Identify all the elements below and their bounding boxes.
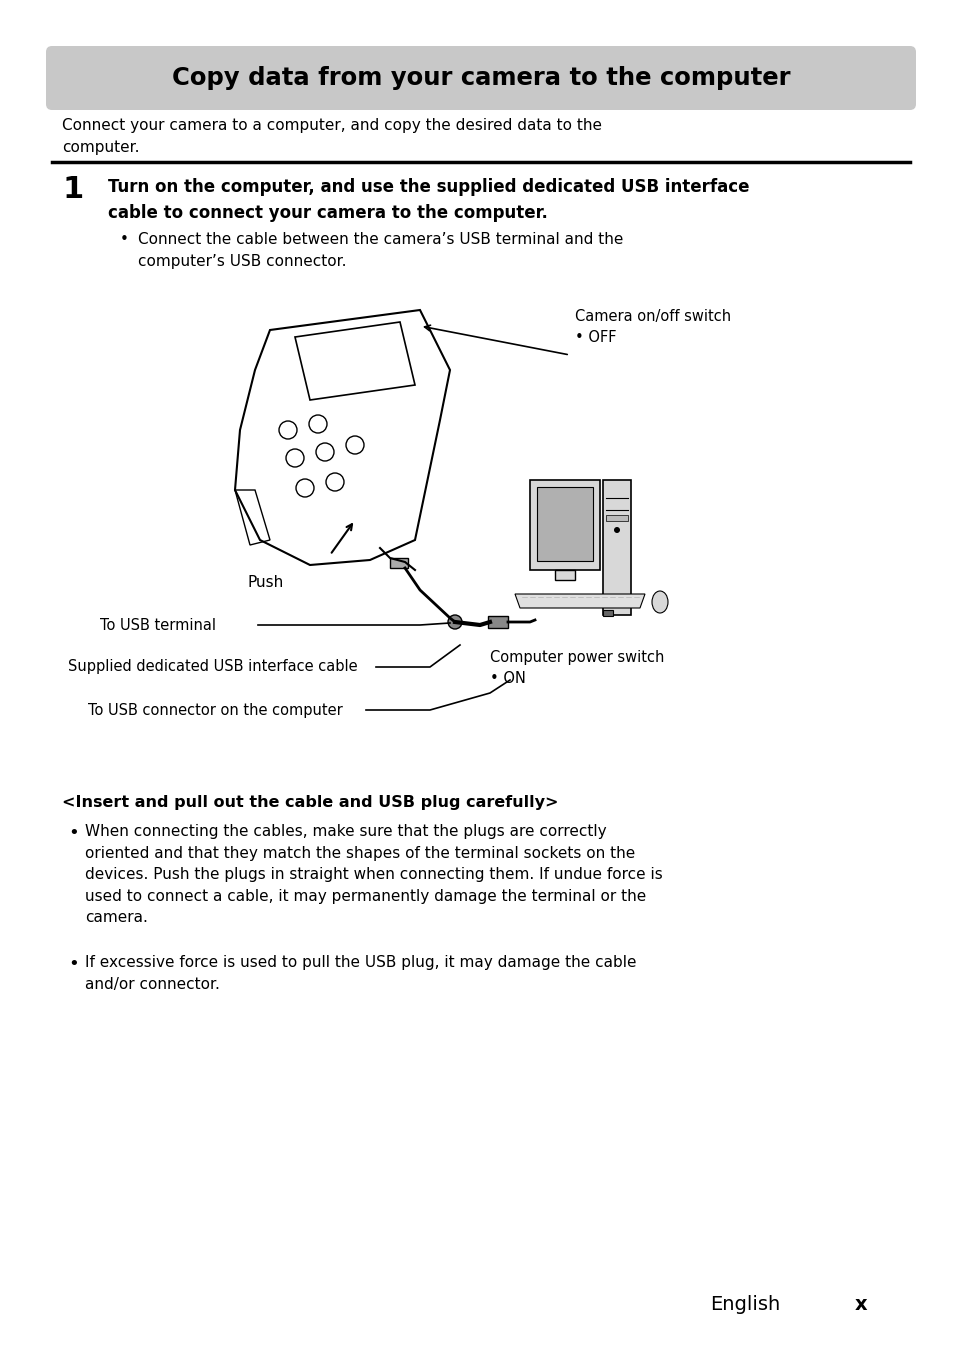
Bar (602, 611, 613, 616)
Text: •: • (68, 955, 79, 972)
Text: Turn on the computer, and use the supplied dedicated USB interface
cable to conn: Turn on the computer, and use the suppli… (108, 178, 749, 222)
Text: To USB connector on the computer: To USB connector on the computer (88, 702, 342, 717)
Circle shape (614, 527, 619, 533)
Text: <Insert and pull out the cable and USB plug carefully>: <Insert and pull out the cable and USB p… (62, 795, 558, 810)
Text: •: • (68, 824, 79, 842)
Text: 1: 1 (62, 175, 83, 204)
Text: Supplied dedicated USB interface cable: Supplied dedicated USB interface cable (68, 659, 357, 674)
Text: To USB terminal: To USB terminal (100, 617, 215, 632)
Text: If excessive force is used to pull the USB plug, it may damage the cable
and/or : If excessive force is used to pull the U… (85, 955, 636, 991)
Bar (530, 480, 599, 570)
Bar (537, 487, 593, 561)
Text: Connect your camera to a computer, and copy the desired data to the
computer.: Connect your camera to a computer, and c… (62, 118, 601, 155)
Polygon shape (515, 594, 644, 608)
Text: Computer power switch
• ON: Computer power switch • ON (490, 650, 663, 686)
Text: •: • (120, 231, 129, 247)
Text: Camera on/off switch
• OFF: Camera on/off switch • OFF (575, 309, 730, 346)
Text: Connect the cable between the camera’s USB terminal and the
computer’s USB conne: Connect the cable between the camera’s U… (138, 231, 622, 269)
Text: English: English (709, 1295, 780, 1314)
Bar (390, 558, 408, 568)
Circle shape (448, 615, 461, 629)
Bar (602, 480, 630, 615)
Text: Push: Push (248, 576, 284, 590)
Text: When connecting the cables, make sure that the plugs are correctly
oriented and : When connecting the cables, make sure th… (85, 824, 662, 925)
Bar (605, 515, 627, 521)
FancyBboxPatch shape (46, 46, 915, 110)
Bar (488, 616, 507, 628)
Text: x: x (854, 1295, 866, 1314)
Ellipse shape (651, 590, 667, 613)
Bar (555, 570, 575, 580)
Text: Copy data from your camera to the computer: Copy data from your camera to the comput… (172, 66, 789, 90)
